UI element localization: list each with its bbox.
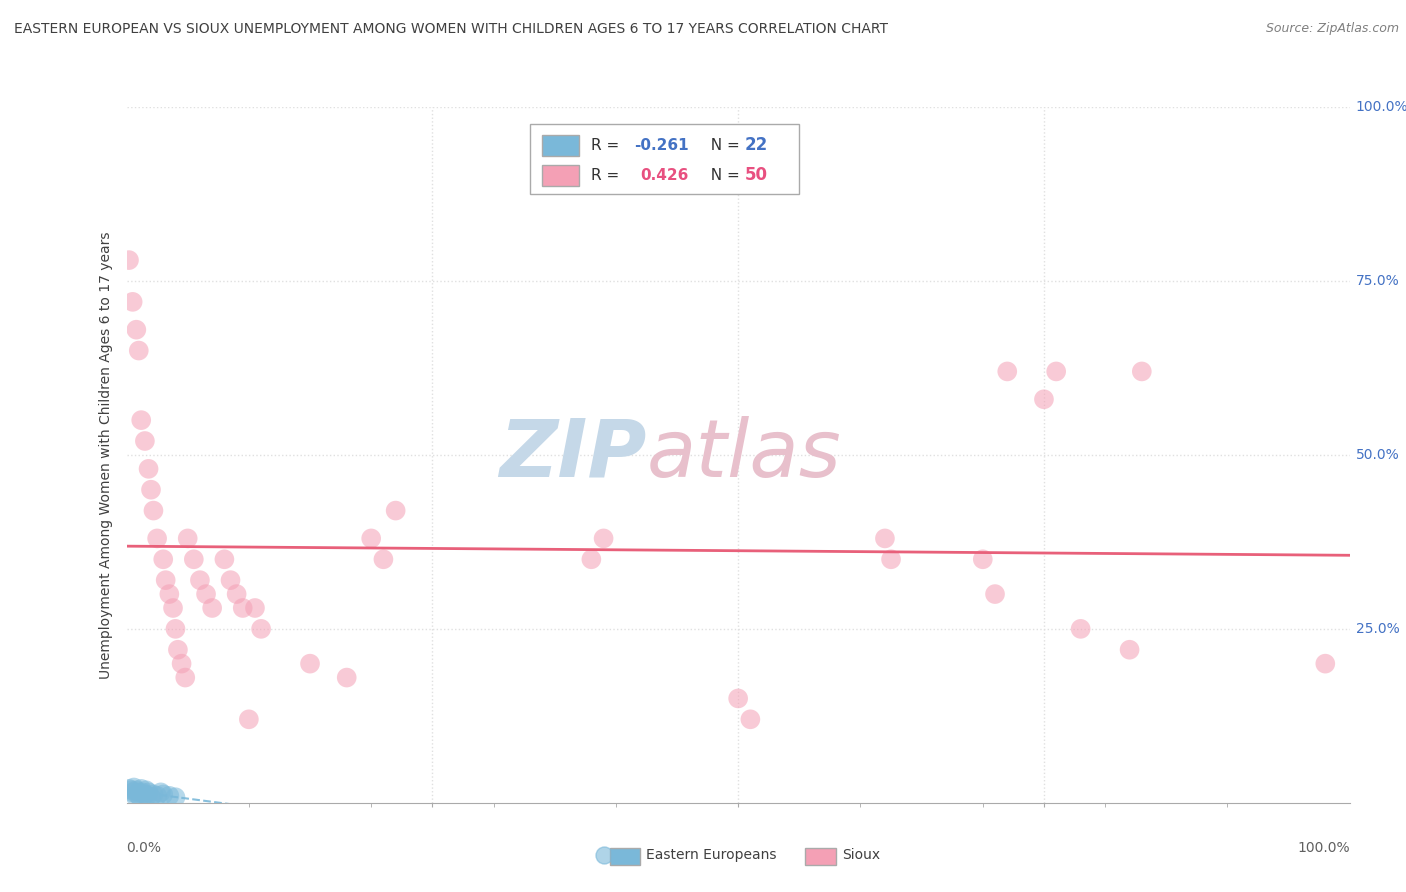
- Point: [139, 790, 162, 805]
- Text: N =: N =: [702, 137, 745, 153]
- Point: [384, 503, 406, 517]
- Point: [336, 671, 359, 685]
- Text: Source: ZipAtlas.com: Source: ZipAtlas.com: [1265, 22, 1399, 36]
- Point: [121, 785, 143, 799]
- Point: [152, 788, 174, 802]
- Point: [129, 781, 152, 796]
- Point: [122, 780, 145, 795]
- Point: [177, 532, 200, 546]
- Point: [134, 788, 156, 802]
- Point: [128, 785, 150, 799]
- Point: [142, 503, 165, 517]
- Text: 25.0%: 25.0%: [1355, 622, 1399, 636]
- Text: ZIP: ZIP: [499, 416, 647, 494]
- Point: [250, 622, 273, 636]
- Point: [174, 671, 197, 685]
- Point: [125, 323, 148, 337]
- Point: [740, 712, 762, 726]
- Point: [873, 532, 896, 546]
- Point: [135, 783, 157, 797]
- Point: [127, 788, 149, 802]
- Point: [129, 790, 152, 805]
- Point: [1045, 364, 1067, 378]
- Point: [157, 587, 180, 601]
- Text: -0.261: -0.261: [634, 137, 689, 153]
- Point: [1070, 622, 1092, 636]
- Point: [238, 712, 260, 726]
- Point: [1315, 657, 1337, 671]
- Point: [138, 462, 160, 476]
- Text: 50.0%: 50.0%: [1355, 448, 1399, 462]
- Text: N =: N =: [702, 168, 745, 183]
- Point: [162, 601, 184, 615]
- Text: 75.0%: 75.0%: [1355, 274, 1399, 288]
- Point: [120, 783, 142, 797]
- Point: [373, 552, 395, 566]
- Point: [183, 552, 205, 566]
- Point: [125, 783, 148, 797]
- Point: [146, 789, 169, 803]
- Point: [136, 789, 159, 803]
- FancyBboxPatch shape: [610, 848, 640, 865]
- Point: [157, 789, 180, 803]
- Text: 100.0%: 100.0%: [1298, 841, 1350, 855]
- Point: [995, 364, 1018, 378]
- Point: [1032, 392, 1054, 407]
- Text: 100.0%: 100.0%: [1355, 100, 1406, 114]
- Point: [165, 622, 187, 636]
- Point: [219, 573, 242, 587]
- Point: [1130, 364, 1153, 378]
- Text: R =: R =: [592, 137, 624, 153]
- FancyBboxPatch shape: [543, 135, 579, 156]
- Point: [1118, 642, 1140, 657]
- Point: [592, 847, 614, 862]
- Point: [149, 785, 172, 799]
- Point: [134, 434, 156, 448]
- Point: [152, 552, 174, 566]
- Point: [138, 785, 160, 799]
- Text: Sioux: Sioux: [842, 848, 880, 862]
- Y-axis label: Unemployment Among Women with Children Ages 6 to 17 years: Unemployment Among Women with Children A…: [100, 231, 114, 679]
- Point: [214, 552, 236, 566]
- Point: [727, 691, 749, 706]
- Point: [121, 294, 143, 309]
- Point: [984, 587, 1007, 601]
- Point: [129, 413, 152, 427]
- Text: 50: 50: [744, 166, 768, 185]
- Text: 0.0%: 0.0%: [127, 841, 162, 855]
- Point: [155, 573, 177, 587]
- Point: [972, 552, 994, 566]
- FancyBboxPatch shape: [543, 165, 579, 186]
- Point: [188, 573, 211, 587]
- Text: 0.426: 0.426: [640, 168, 689, 183]
- Point: [232, 601, 254, 615]
- Point: [128, 343, 150, 358]
- Text: EASTERN EUROPEAN VS SIOUX UNEMPLOYMENT AMONG WOMEN WITH CHILDREN AGES 6 TO 17 YE: EASTERN EUROPEAN VS SIOUX UNEMPLOYMENT A…: [14, 22, 889, 37]
- Text: 22: 22: [744, 136, 768, 154]
- Point: [201, 601, 224, 615]
- Text: atlas: atlas: [647, 416, 841, 494]
- Point: [581, 552, 603, 566]
- Point: [165, 790, 187, 805]
- Point: [142, 788, 165, 802]
- Text: R =: R =: [592, 168, 630, 183]
- Point: [195, 587, 218, 601]
- Point: [225, 587, 247, 601]
- Point: [170, 657, 193, 671]
- Point: [880, 552, 903, 566]
- Point: [592, 532, 614, 546]
- Point: [139, 483, 162, 497]
- FancyBboxPatch shape: [806, 848, 837, 865]
- Point: [131, 785, 153, 799]
- Point: [118, 253, 141, 268]
- FancyBboxPatch shape: [530, 124, 799, 194]
- Point: [124, 789, 146, 803]
- Point: [299, 657, 322, 671]
- Point: [360, 532, 382, 546]
- Point: [167, 642, 190, 657]
- Text: Eastern Europeans: Eastern Europeans: [647, 848, 778, 862]
- Point: [118, 781, 141, 796]
- Point: [146, 532, 169, 546]
- Point: [243, 601, 266, 615]
